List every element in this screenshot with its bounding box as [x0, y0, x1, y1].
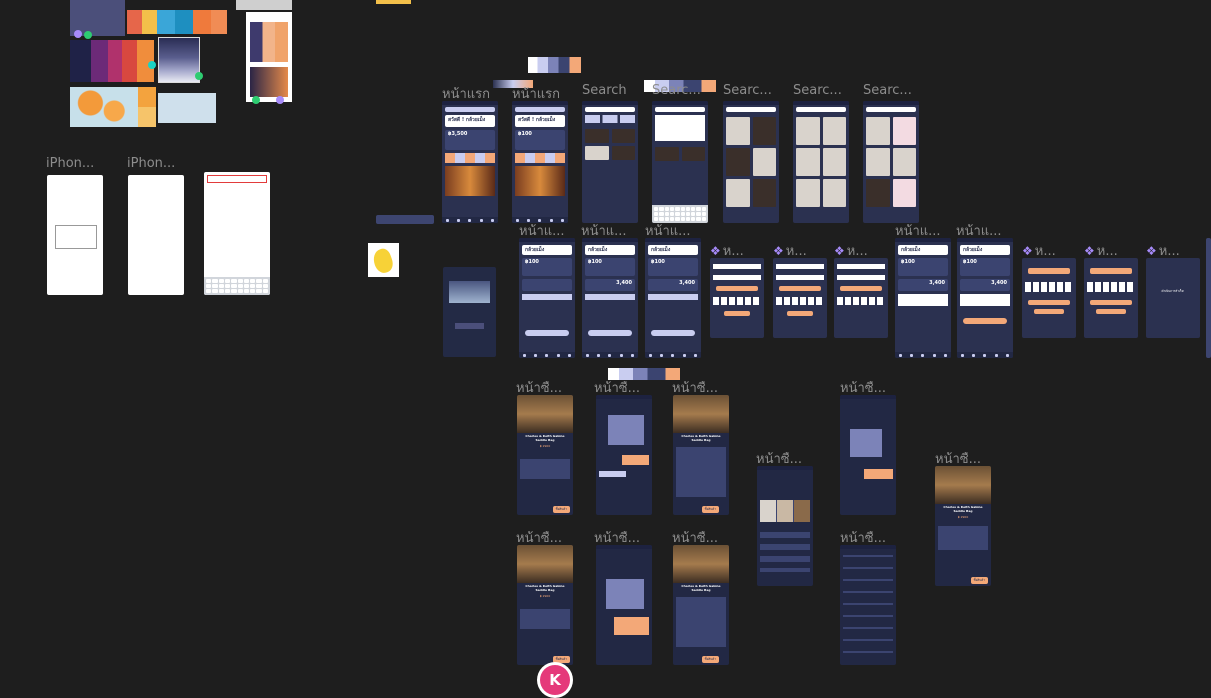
- moodboard-palette-grey: [158, 37, 200, 83]
- chat-screen-frame[interactable]: [596, 395, 652, 515]
- otp-component-frame[interactable]: [1022, 258, 1076, 338]
- offscreen-frame[interactable]: [1206, 238, 1211, 358]
- component-label[interactable]: ❖ ห...: [773, 244, 807, 259]
- frame-label[interactable]: หน้าแ...: [519, 224, 565, 239]
- frame-label[interactable]: หน้าซื...: [840, 381, 886, 396]
- search-results-frame[interactable]: [863, 101, 919, 223]
- color-swatch-row: [493, 80, 533, 88]
- component-icon: ❖: [1146, 244, 1157, 258]
- product-sheet-frame[interactable]: Charles & Keith Gabine Saddle Bag ซื้อสิ…: [673, 545, 729, 665]
- frame-label[interactable]: หน้าซื...: [672, 531, 718, 546]
- component-label[interactable]: ❖ ห...: [834, 244, 868, 259]
- frame-label[interactable]: หน้าซื...: [594, 381, 640, 396]
- frame-label[interactable]: Searc...: [652, 83, 701, 98]
- color-swatch-row: [644, 80, 716, 92]
- wallet-screen-frame[interactable]: กล้วยเม็ง ฿100 3,400: [582, 238, 638, 358]
- tab-bar-component[interactable]: [376, 215, 434, 224]
- banana-mascot-icon: [368, 243, 399, 277]
- moodboard-palette-main: [70, 40, 154, 82]
- component-label[interactable]: ❖ ห...: [1022, 244, 1056, 259]
- frame-label[interactable]: หน้าซื...: [594, 531, 640, 546]
- component-icon: ❖: [1022, 244, 1033, 258]
- selection-handle-icon: [195, 72, 203, 80]
- frame-label[interactable]: Searc...: [793, 83, 842, 98]
- selection-handle-icon: [148, 61, 156, 69]
- frame-label[interactable]: หน้าแรก: [512, 87, 560, 102]
- selection-handle-icon: [252, 96, 260, 104]
- product-sheet-frame[interactable]: Charles & Keith Gabine Saddle Bag ซื้อสิ…: [673, 395, 729, 515]
- chat-screen-frame[interactable]: [596, 545, 652, 665]
- component-icon: ❖: [834, 244, 845, 258]
- frame-label[interactable]: หน้าแ...: [581, 224, 627, 239]
- frame-label[interactable]: iPhon...: [127, 156, 176, 171]
- chat-screen-frame[interactable]: [840, 395, 896, 515]
- keyboard[interactable]: [204, 277, 270, 295]
- component-label[interactable]: ❖ ห...: [1084, 244, 1118, 259]
- otp-component-frame[interactable]: [834, 258, 888, 338]
- component-icon: ❖: [773, 244, 784, 258]
- selection-handle-icon: [74, 30, 82, 38]
- wallet-screen-frame[interactable]: กล้วยเม็ง ฿100: [519, 238, 575, 358]
- color-swatch-row: [528, 57, 581, 73]
- moodboard-poster: [236, 0, 292, 10]
- frame-label[interactable]: หน้าซื...: [516, 381, 562, 396]
- frame-label[interactable]: Search: [582, 83, 627, 98]
- home-screen-frame[interactable]: สวัสดี ! กล้วยเม็ง ฿100: [512, 101, 568, 223]
- moodboard-orange-tile: [138, 87, 156, 127]
- color-swatch-row: [608, 368, 680, 380]
- moodboard-color-tiles: [127, 10, 227, 34]
- otp-component-frame[interactable]: [710, 258, 764, 338]
- frame-label[interactable]: หน้าแรก: [442, 87, 490, 102]
- product-detail-frame[interactable]: Charles & Keith Gabine Saddle Bag ฿ 2900…: [935, 466, 991, 586]
- home-screen-frame[interactable]: สวัสดี ! กล้วยเม็ง ฿3,500: [442, 101, 498, 223]
- iphone-wireframe-frame[interactable]: [128, 175, 184, 295]
- otp-component-frame[interactable]: [1084, 258, 1138, 338]
- component-icon: ❖: [710, 244, 721, 258]
- frame-label[interactable]: Searc...: [863, 83, 912, 98]
- onboarding-frame[interactable]: [443, 267, 496, 357]
- otp-component-frame[interactable]: [773, 258, 827, 338]
- moodboard-product-photo: [158, 93, 216, 123]
- frame-label[interactable]: หน้าซื...: [672, 381, 718, 396]
- moodboard-palette-frame: [246, 12, 292, 102]
- frame-label[interactable]: หน้าซื...: [840, 531, 886, 546]
- product-detail-frame[interactable]: Charles & Keith Gabine Saddle Bag ฿ 2900…: [517, 395, 573, 515]
- success-component-frame[interactable]: ดำเนินการสำเร็จ!: [1146, 258, 1200, 338]
- search-results-frame[interactable]: [793, 101, 849, 223]
- frame-label[interactable]: หน้าซื...: [935, 452, 981, 467]
- frame-label[interactable]: หน้าซื...: [756, 452, 802, 467]
- selection-handle-icon: [276, 96, 284, 104]
- wallet-screen-frame[interactable]: กล้วยเม็ง ฿100 3,400: [895, 238, 951, 358]
- frame-label[interactable]: iPhon...: [46, 156, 95, 171]
- frame-label[interactable]: หน้าแ...: [645, 224, 691, 239]
- notification-list-frame[interactable]: [840, 545, 896, 665]
- component-label[interactable]: ❖ ห...: [710, 244, 744, 259]
- sticky-note: [376, 0, 411, 4]
- user-avatar[interactable]: K: [537, 662, 573, 698]
- wallet-screen-frame[interactable]: กล้วยเม็ง ฿100 3,400: [645, 238, 701, 358]
- component-icon: ❖: [1084, 244, 1095, 258]
- frame-label[interactable]: หน้าแ...: [956, 224, 1002, 239]
- iphone-wireframe-frame[interactable]: [47, 175, 103, 295]
- frame-label[interactable]: Searc...: [723, 83, 772, 98]
- wallet-screen-frame[interactable]: กล้วยเม็ง ฿100 3,400: [957, 238, 1013, 358]
- search-keyboard-frame[interactable]: [204, 172, 270, 295]
- selection-handle-icon: [84, 31, 92, 39]
- frame-label[interactable]: หน้าซื...: [516, 531, 562, 546]
- frame-label[interactable]: หน้าแ...: [895, 224, 941, 239]
- moodboard-orange-photo: [70, 87, 138, 127]
- product-detail-frame[interactable]: Charles & Keith Gabine Saddle Bag ฿ 2900…: [517, 545, 573, 665]
- search-screen-frame[interactable]: [582, 101, 638, 223]
- search-keyboard-screen-frame[interactable]: [652, 101, 708, 223]
- search-results-frame[interactable]: [723, 101, 779, 223]
- shop-profile-frame[interactable]: [757, 466, 813, 586]
- component-label[interactable]: ❖ ห...: [1146, 244, 1180, 259]
